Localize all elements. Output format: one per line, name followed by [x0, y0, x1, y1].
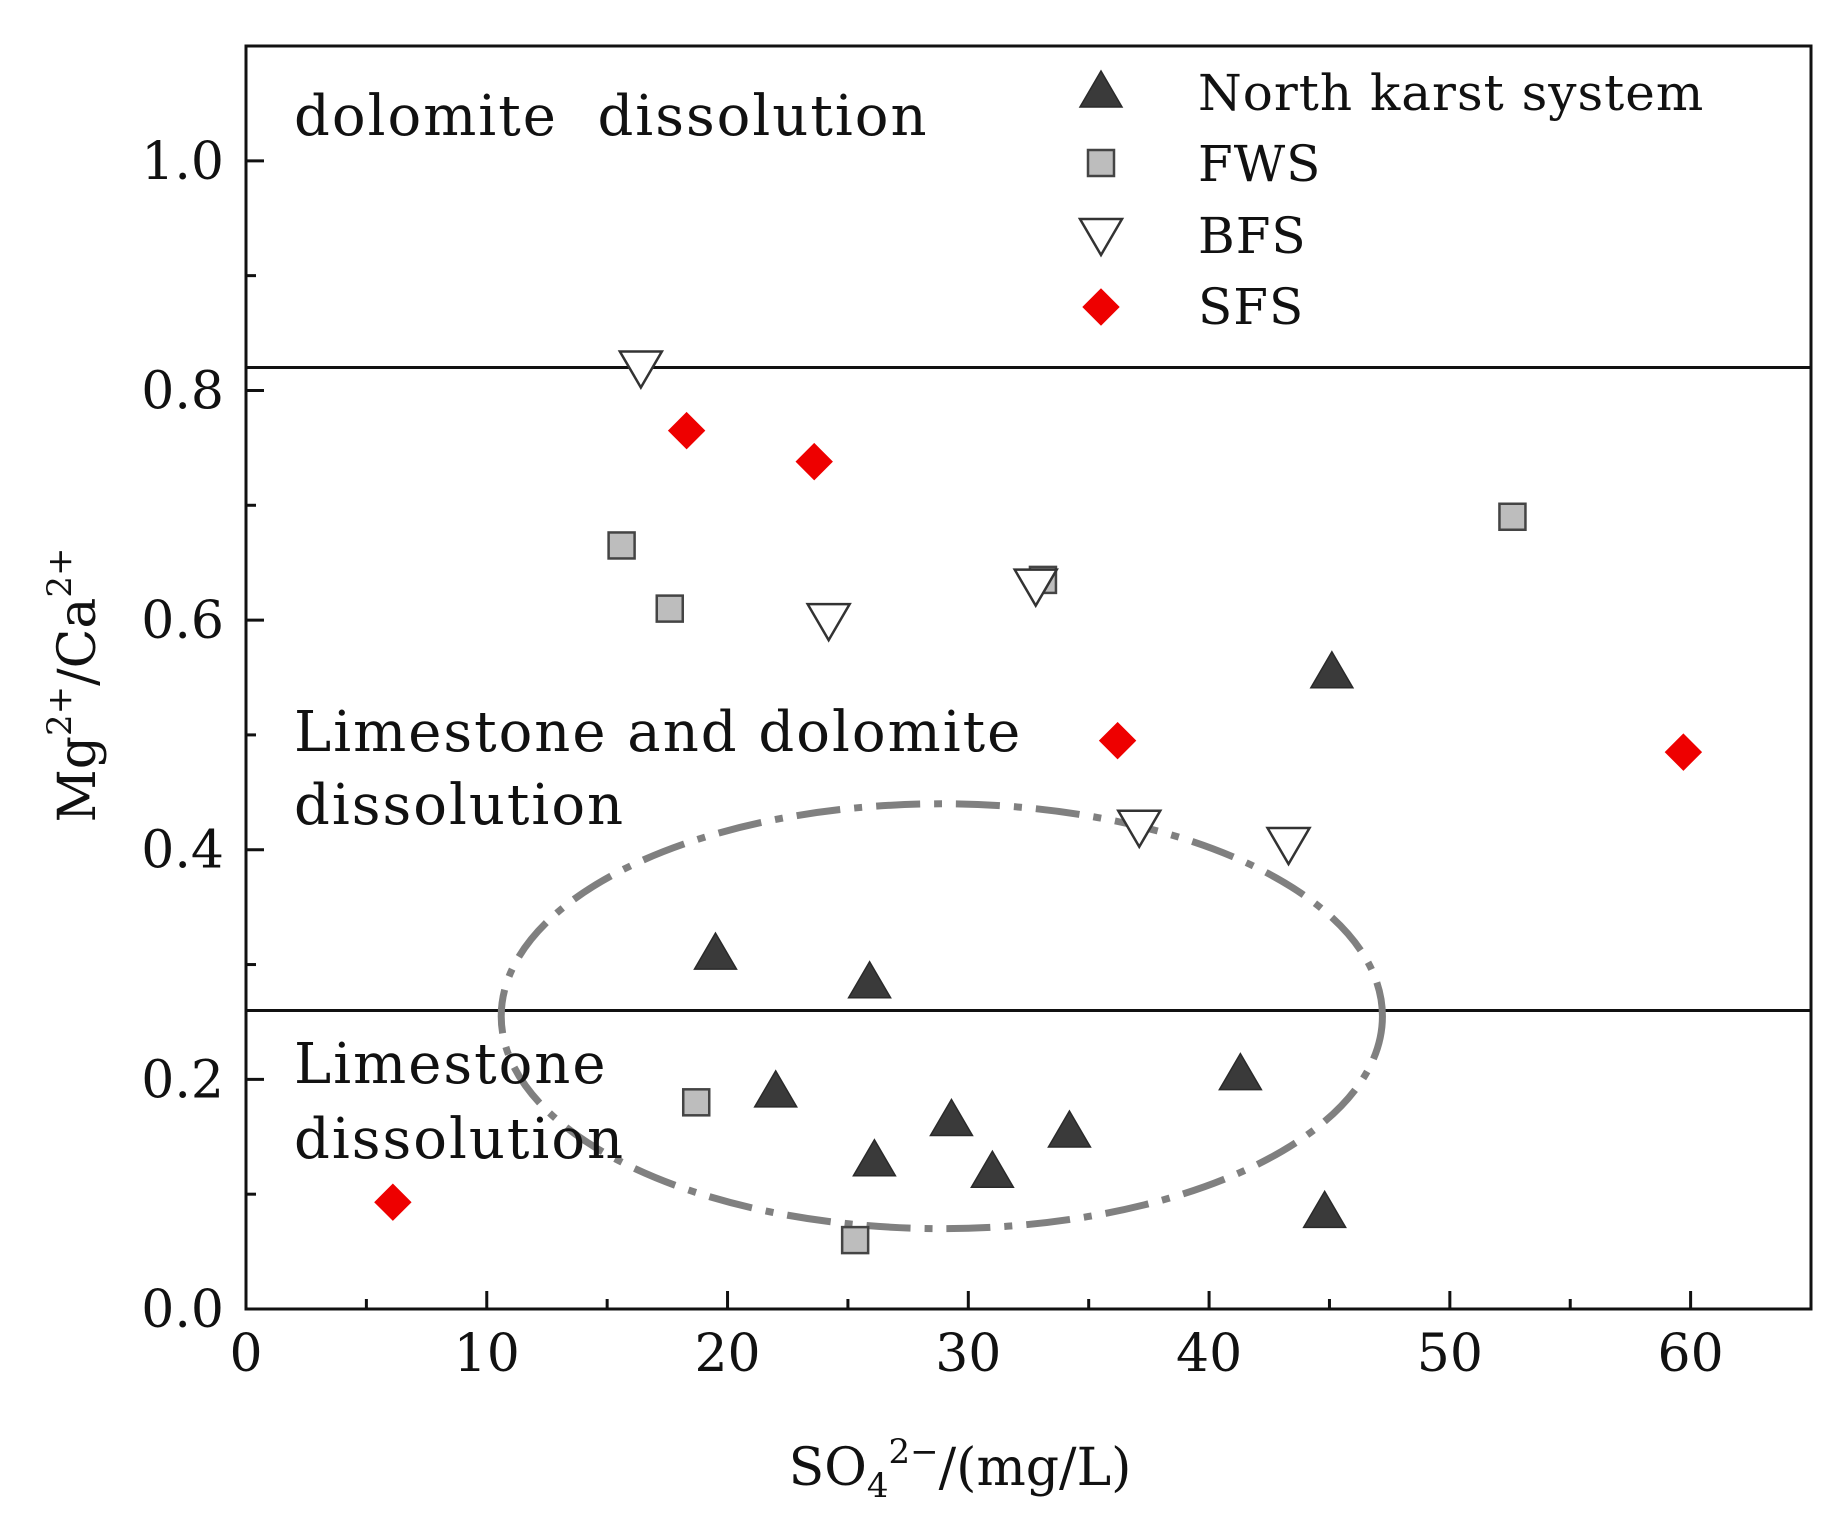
y-axis-title-ca-sup: 2+ — [40, 547, 80, 597]
y-tick-label: 0.2 — [141, 1050, 224, 1110]
north-karst-point — [753, 1069, 798, 1108]
y-axis-title-slash: / — [48, 668, 108, 686]
y-axis-tick-labels: 0.0 0.2 0.4 0.6 0.8 1.0 — [141, 132, 224, 1340]
sfs-point — [795, 442, 833, 481]
north-karst-point — [929, 1098, 974, 1137]
north-karst-point — [847, 960, 892, 999]
grouping-ellipse — [497, 800, 1386, 1233]
legend-label-bfs: BFS — [1198, 207, 1307, 265]
y-tick-label: 0.6 — [141, 591, 224, 651]
north-karst-point — [1047, 1109, 1092, 1148]
threshold-lines — [246, 365, 1811, 1012]
sfs-point — [667, 411, 706, 450]
x-axis-title: SO42−/(mg/L) — [789, 1432, 1132, 1506]
x-axis-title-unit: /(mg/L) — [939, 1438, 1132, 1498]
region-labels: dolomite dissolution Limestone and dolom… — [294, 84, 1022, 1172]
x-axis-title-base: SO — [789, 1438, 867, 1498]
legend-label-sfs: SFS — [1198, 278, 1304, 336]
ellipse-layer — [497, 800, 1386, 1233]
fws-point — [840, 1225, 870, 1255]
legend-marker-bfs — [1077, 217, 1125, 258]
legend-markers — [1077, 69, 1125, 326]
legend-labels: North karst system FWS BFS SFS — [1198, 64, 1704, 336]
y-axis-ticks — [246, 159, 264, 1196]
sfs-point — [374, 1183, 412, 1221]
region-label-mixed-line-1: Limestone and dolomite — [294, 700, 1022, 765]
sfs-point — [1098, 721, 1137, 760]
y-tick-label: 1.0 — [141, 132, 224, 192]
legend-marker-sfs — [1082, 288, 1120, 326]
x-axis-ticks — [364, 1291, 1693, 1309]
north-karst-point — [970, 1149, 1015, 1188]
plot-frame — [244, 44, 1813, 1311]
x-tick-label: 10 — [454, 1324, 520, 1384]
region-label-dolomite-line-1: dolomite dissolution — [294, 84, 929, 149]
y-tick-label: 0.8 — [141, 361, 224, 421]
bfs-point — [1265, 826, 1312, 867]
legend: North karst system FWS BFS SFS — [1077, 64, 1704, 336]
x-tick-label: 60 — [1658, 1324, 1724, 1384]
legend-label-fws: FWS — [1198, 135, 1321, 193]
x-tick-label: 0 — [229, 1324, 262, 1384]
bfs-point — [617, 350, 665, 390]
legend-marker-fws — [1086, 148, 1116, 178]
y-axis-title-mg: Mg — [48, 736, 108, 823]
region-label-limestone-line-1: Limestone — [294, 1032, 608, 1097]
fws-point — [607, 531, 636, 560]
fws-point — [655, 594, 685, 623]
north-karst-point — [1309, 650, 1355, 689]
x-axis-title-sub: 4 — [867, 1466, 889, 1506]
north-karst-point — [1302, 1189, 1347, 1229]
fws-point — [1498, 502, 1527, 532]
y-axis-title-ca: Ca — [48, 598, 108, 669]
legend-label-north-karst: North karst system — [1198, 64, 1704, 122]
bfs-point — [1116, 809, 1163, 850]
bfs-point — [1012, 568, 1059, 609]
y-tick-label: 0.0 — [141, 1280, 224, 1340]
y-axis-title: Mg2+/Ca2+ — [40, 547, 108, 822]
x-axis-title-sup: 2− — [889, 1432, 939, 1472]
north-karst-point — [693, 931, 738, 970]
x-tick-label: 20 — [694, 1324, 760, 1384]
region-label-mixed-line-2: dissolution — [294, 773, 625, 838]
region-label-limestone-line-2: dissolution — [294, 1107, 625, 1172]
fws-point — [681, 1088, 711, 1117]
x-tick-label: 40 — [1176, 1324, 1242, 1384]
sfs-point — [1664, 733, 1703, 771]
x-axis-tick-labels: 0 10 20 30 40 50 60 — [229, 1324, 1723, 1384]
legend-marker-north-karst — [1078, 69, 1124, 108]
x-tick-label: 30 — [935, 1324, 1001, 1384]
y-tick-label: 0.4 — [141, 821, 224, 881]
y-axis-title-mg-sup: 2+ — [40, 686, 80, 736]
x-tick-label: 50 — [1417, 1324, 1483, 1384]
north-karst-point — [1218, 1052, 1263, 1091]
bfs-point — [805, 602, 852, 643]
north-karst-point — [852, 1138, 897, 1177]
data-points — [374, 350, 1703, 1255]
